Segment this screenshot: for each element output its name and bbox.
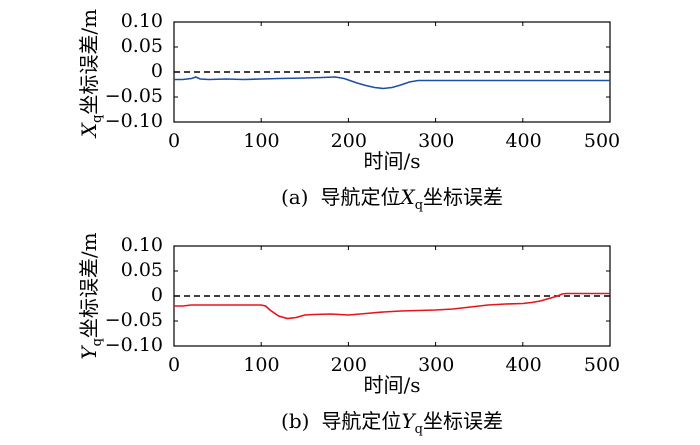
panel-b-x-tick-label: 0	[168, 354, 180, 376]
panel-b-x-tick-label: 100	[243, 354, 279, 376]
panel-b-y-tick-label: 0.10	[121, 234, 163, 256]
panel-a-series-line	[174, 76, 610, 90]
panel-a-caption: (a) 导航定位Xq坐标误差	[281, 185, 503, 213]
panel-a-x-tick-label: 500	[584, 130, 620, 152]
panel-a-y-tick-label: 0	[151, 60, 163, 82]
panel-b-series-line	[174, 292, 610, 320]
panel-a-x-tick-label: 400	[505, 130, 541, 152]
panel-a-y-tick-label: 0.05	[121, 35, 163, 57]
panel-a-y-tick-labels: 0.10 0.05 0 −0.05 −0.10	[105, 10, 163, 132]
panel-a-y-tick-label: 0.10	[121, 10, 163, 32]
panel-b-x-tick-labels: 0 100 200 300 400 500	[168, 354, 620, 376]
panel-b-y-tick-label: −0.10	[105, 334, 163, 356]
panel-a: 0.10 0.05 0 −0.05 −0.10 0 100 200 300 40…	[77, 9, 620, 213]
panel-b-y-tick-label: 0	[151, 284, 163, 306]
panel-b-y-tick-label: 0.05	[121, 259, 163, 281]
panel-a-x-tick-label: 0	[168, 130, 180, 152]
panel-b-x-tick-label: 500	[584, 354, 620, 376]
panel-a-x-axis-label: 时间/s	[363, 149, 420, 173]
panel-a-x-tick-label: 300	[418, 130, 454, 152]
panel-b-x-tick-label: 400	[505, 354, 541, 376]
panel-b-ticks	[173, 245, 611, 347]
panel-b-caption: (b) 导航定位Yq坐标误差	[281, 409, 503, 437]
panel-b-x-tick-label: 200	[331, 354, 367, 376]
panel-b-y-tick-label: −0.05	[105, 309, 163, 331]
panel-a-x-tick-label: 100	[243, 130, 279, 152]
panel-b-y-axis-label: Yq坐标误差/m	[77, 232, 105, 359]
panel-b: 0.10 0.05 0 −0.05 −0.10 0 100 200 300 40…	[77, 232, 620, 437]
panel-b-y-tick-labels: 0.10 0.05 0 −0.05 −0.10	[105, 234, 163, 356]
panel-b-x-axis-label: 时间/s	[363, 373, 420, 397]
panel-a-y-tick-label: −0.10	[105, 110, 163, 132]
panel-b-x-tick-label: 300	[418, 354, 454, 376]
panel-a-y-tick-label: −0.05	[105, 85, 163, 107]
panel-a-y-axis-label: Xq坐标误差/m	[77, 9, 105, 139]
panel-a-x-tick-labels: 0 100 200 300 400 500	[168, 130, 620, 152]
panel-a-x-tick-label: 200	[331, 130, 367, 152]
